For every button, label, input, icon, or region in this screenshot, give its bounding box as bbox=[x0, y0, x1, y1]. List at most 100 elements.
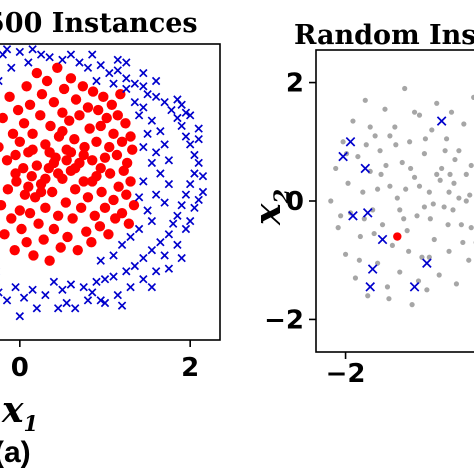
plot-area-right bbox=[328, 85, 474, 308]
data-marker-x-0-1-24 bbox=[181, 132, 191, 141]
data-point-1-0-50 bbox=[456, 148, 462, 154]
data-point-0-0-104 bbox=[121, 157, 133, 169]
data-point-1-0-82 bbox=[406, 248, 412, 254]
chart-title-left: 500 Instances bbox=[0, 8, 198, 39]
data-marker-x-0-1-114 bbox=[185, 111, 195, 120]
data-marker-x-0-1-73 bbox=[147, 158, 157, 168]
data-point-1-0-48 bbox=[451, 180, 457, 186]
data-marker-x-0-1-35 bbox=[156, 238, 165, 247]
data-point-0-0-47 bbox=[52, 210, 64, 221]
data-point-1-0-88 bbox=[387, 133, 393, 139]
data-marker-x-0-1-8 bbox=[58, 55, 67, 65]
data-point-0-0-19 bbox=[19, 189, 31, 200]
data-marker-x-0-1-19 bbox=[151, 92, 161, 102]
data-marker-x-0-1-28 bbox=[190, 169, 199, 178]
data-marker-x-0-1-30 bbox=[181, 190, 191, 199]
data-marker-x-0-1-36 bbox=[147, 245, 157, 255]
data-marker-x-0-1-98 bbox=[139, 68, 148, 78]
data-marker-x-0-1-66 bbox=[126, 232, 135, 242]
data-point-1-0-83 bbox=[427, 216, 433, 222]
data-point-0-0-122 bbox=[65, 147, 77, 158]
data-marker-x-1-1-1 bbox=[345, 136, 356, 147]
data-point-1-0-3 bbox=[340, 139, 346, 145]
data-point-0-0-89 bbox=[104, 141, 115, 153]
data-point-0-0-67 bbox=[77, 81, 89, 92]
data-marker-x-0-1-83 bbox=[198, 187, 208, 197]
data-point-1-0-86 bbox=[421, 204, 428, 210]
data-point-0-0-109 bbox=[128, 200, 140, 211]
data-marker-x-0-1-97 bbox=[122, 58, 131, 67]
x-tick-label-left-1: 2 bbox=[181, 353, 199, 383]
data-marker-x-0-1-31 bbox=[177, 201, 186, 210]
data-marker-x-0-1-90 bbox=[126, 282, 135, 292]
data-point-1-0-31 bbox=[409, 302, 415, 308]
data-point-0-0-123 bbox=[95, 163, 106, 174]
data-point-0-0-62 bbox=[70, 94, 82, 105]
data-marker-x-0-1-51 bbox=[2, 296, 12, 305]
data-point-1-0-39 bbox=[429, 127, 435, 133]
data-marker-x-0-1-11 bbox=[83, 63, 93, 72]
data-point-1-0-68 bbox=[401, 216, 407, 222]
data-point-0-0-24 bbox=[24, 99, 36, 110]
data-marker-x-1-1-4 bbox=[348, 211, 358, 221]
data-point-0-0-32 bbox=[35, 110, 46, 121]
data-marker-x-1-1-2 bbox=[362, 208, 373, 218]
data-point-1-0-62 bbox=[356, 257, 362, 263]
data-point-0-0-17 bbox=[18, 163, 29, 174]
data-point-1-0-71 bbox=[422, 136, 428, 142]
data-point-1-0-10 bbox=[357, 233, 363, 240]
data-point-1-0-16 bbox=[372, 133, 378, 139]
data-marker-x-0-1-25 bbox=[185, 140, 195, 149]
data-marker-x-0-1-105 bbox=[117, 301, 127, 310]
data-point-0-0-106 bbox=[125, 131, 136, 142]
data-point-0-0-113 bbox=[52, 168, 64, 179]
data-point-1-0-67 bbox=[393, 142, 399, 148]
data-point-1-0-26 bbox=[397, 269, 403, 275]
data-point-0-0-12 bbox=[11, 176, 22, 187]
data-point-0-0-85 bbox=[99, 152, 111, 163]
data-point-0-0-68 bbox=[78, 176, 89, 187]
data-point-0-0-73 bbox=[84, 123, 95, 134]
data-point-0-0-37 bbox=[40, 202, 51, 214]
data-point-0-0-6 bbox=[2, 184, 14, 195]
data-marker-x-0-1-44 bbox=[66, 280, 76, 289]
data-marker-x-0-1-117 bbox=[88, 50, 97, 59]
data-marker-x-0-1-27 bbox=[194, 158, 203, 168]
x-tick-label-right-0: −2 bbox=[326, 359, 366, 389]
data-marker-x-0-1-39 bbox=[122, 267, 131, 276]
data-point-1-0-54 bbox=[466, 257, 472, 263]
data-marker-x-0-1-112 bbox=[198, 171, 208, 181]
data-marker-x-0-1-29 bbox=[185, 179, 195, 189]
data-marker-x-0-1-9 bbox=[66, 50, 76, 59]
data-marker-x-0-1-17 bbox=[139, 82, 148, 91]
data-point-0-0-18 bbox=[18, 118, 30, 129]
panel-label-a: (a) bbox=[0, 436, 31, 469]
data-marker-x-0-1-103 bbox=[88, 288, 97, 297]
y-tick-label-right-0: 2 bbox=[286, 69, 304, 99]
data-point-0-0-84 bbox=[98, 91, 109, 103]
data-marker-x-0-1-102 bbox=[62, 298, 71, 308]
data-marker-x-0-1-68 bbox=[109, 251, 118, 260]
y-tick-label-right-1: 0 bbox=[286, 187, 304, 217]
data-marker-x-0-1-48 bbox=[28, 285, 37, 294]
data-point-0-0-41 bbox=[45, 120, 56, 132]
data-point-0-0-35 bbox=[38, 234, 49, 245]
data-marker-x-0-1-79 bbox=[92, 76, 101, 86]
data-point-0-0-117 bbox=[87, 176, 98, 187]
data-marker-x-1-1-5 bbox=[367, 264, 378, 274]
data-marker-x-0-1-21 bbox=[167, 105, 176, 115]
data-point-1-0-24 bbox=[392, 124, 398, 130]
data-point-0-0-120 bbox=[10, 168, 21, 179]
data-point-1-0-89 bbox=[397, 207, 403, 213]
data-marker-x-0-1-46 bbox=[49, 277, 59, 287]
data-point-0-0-80 bbox=[92, 104, 104, 116]
data-marker-x-0-1-116 bbox=[113, 55, 122, 65]
data-marker-x-0-1-118 bbox=[2, 45, 12, 54]
data-point-0-0-7 bbox=[4, 91, 15, 103]
data-point-0-0-31 bbox=[33, 218, 44, 229]
data-marker-x-0-1-74 bbox=[139, 177, 148, 186]
data-marker-x-0-1-15 bbox=[122, 74, 131, 83]
data-marker-x-0-1-115 bbox=[177, 100, 186, 109]
data-marker-x-0-1-38 bbox=[130, 261, 140, 271]
